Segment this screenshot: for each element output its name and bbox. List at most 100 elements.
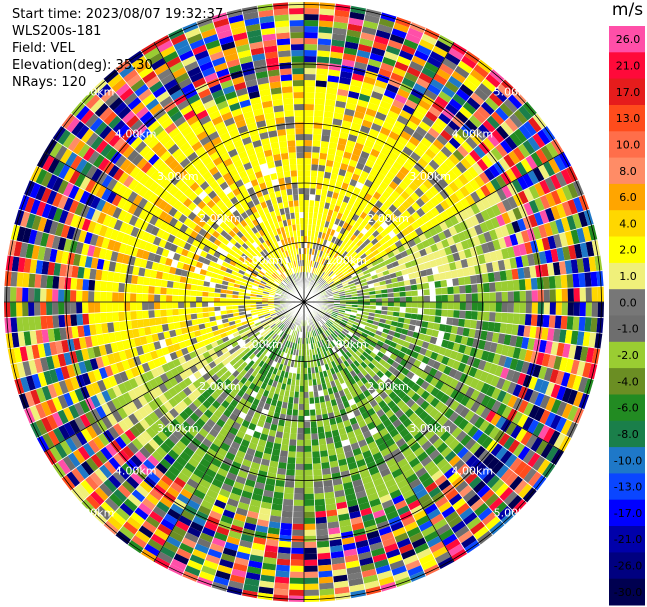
gate-cell (583, 209, 594, 226)
gate-cell (501, 344, 510, 357)
gate-cell (290, 427, 298, 434)
gate-cell (304, 439, 312, 446)
gate-cell (304, 110, 314, 117)
gate-cell (142, 318, 150, 328)
gate-cell (289, 577, 304, 584)
gate-cell (532, 132, 546, 149)
gate-cell (437, 177, 449, 189)
gate-cell (342, 270, 350, 276)
gate-cell (421, 152, 433, 164)
gate-cell (554, 315, 562, 329)
gate-cell (322, 283, 329, 288)
gate-cell (415, 125, 428, 137)
gate-cell (403, 279, 411, 286)
gate-cell (100, 312, 108, 324)
gate-cell (464, 318, 472, 329)
gate-cell (417, 302, 424, 309)
gate-cell (387, 39, 403, 50)
gate-cell (416, 242, 425, 251)
gate-cell (544, 207, 556, 223)
gate-cell (304, 224, 309, 231)
gate-cell (517, 176, 529, 191)
gate-cell (444, 80, 460, 94)
gate-cell (544, 176, 557, 193)
gate-cell (314, 104, 325, 112)
gate-cell (295, 451, 304, 458)
gate-cell (342, 243, 350, 251)
gate-cell (317, 276, 322, 283)
gate-cell (350, 251, 358, 258)
gate-cell (491, 191, 502, 204)
gate-cell (455, 88, 471, 102)
gate-cell (465, 136, 478, 150)
gate-cell (493, 160, 506, 175)
gate-cell (353, 253, 360, 261)
gate-cell (375, 29, 392, 40)
gate-cell (453, 302, 460, 311)
gate-cell (323, 315, 330, 320)
gate-cell (479, 221, 489, 234)
gate-cell (435, 353, 444, 363)
gate-cell (40, 302, 47, 316)
gate-cell (353, 221, 361, 230)
gate-cell (320, 140, 330, 148)
gate-cell (374, 344, 382, 351)
gate-cell (572, 213, 583, 229)
gate-cell (318, 207, 324, 214)
gate-cell (311, 439, 320, 446)
gate-cell (371, 260, 379, 267)
gate-cell (511, 370, 521, 384)
gate-cell (304, 68, 317, 75)
gate-cell (397, 280, 405, 287)
gate-cell (313, 475, 323, 482)
gate-cell (339, 323, 346, 329)
gate-cell (325, 276, 331, 282)
gate-cell (509, 357, 519, 371)
gate-cell (34, 273, 42, 289)
gate-cell (492, 88, 508, 103)
gate-cell (494, 365, 504, 378)
gate-cell (405, 33, 422, 45)
gate-cell (418, 183, 429, 194)
gate-cell (372, 143, 383, 153)
gate-cell (485, 331, 494, 342)
gate-cell (292, 517, 304, 524)
gate-cell (481, 320, 489, 332)
gate-cell (435, 166, 447, 178)
gate-cell (495, 416, 507, 430)
gate-cell (449, 243, 459, 254)
gate-cell (160, 302, 167, 310)
gate-cell (538, 339, 547, 354)
gate-cell (572, 180, 585, 197)
gate-cell (379, 100, 392, 111)
gate-cell (435, 257, 444, 267)
gate-cell (381, 310, 388, 316)
gate-cell (422, 179, 434, 190)
gate-cell (344, 326, 351, 332)
gate-cell (345, 139, 356, 148)
gate-cell (423, 302, 430, 309)
gate-cell (343, 108, 356, 117)
gate-cell (527, 253, 536, 267)
gate-cell (327, 75, 340, 83)
gate-cell (349, 314, 357, 319)
gate-cell (455, 161, 468, 174)
gate-cell (449, 204, 460, 215)
gate-cell (118, 292, 125, 302)
gate-cell (346, 224, 353, 232)
gate-cell (16, 286, 23, 302)
gate-cell (585, 347, 595, 364)
gate-cell (504, 117, 519, 133)
gate-cell (313, 116, 324, 123)
gate-cell (428, 159, 440, 171)
gate-cell (368, 128, 380, 138)
gate-cell (582, 256, 591, 273)
gate-cell (337, 313, 344, 318)
gate-cell (418, 99, 432, 111)
gate-cell (334, 279, 341, 284)
gate-cell (287, 457, 296, 464)
gate-cell (382, 121, 394, 131)
gate-cell (363, 14, 381, 24)
gate-cell (412, 177, 423, 188)
gate-cell (486, 115, 501, 130)
